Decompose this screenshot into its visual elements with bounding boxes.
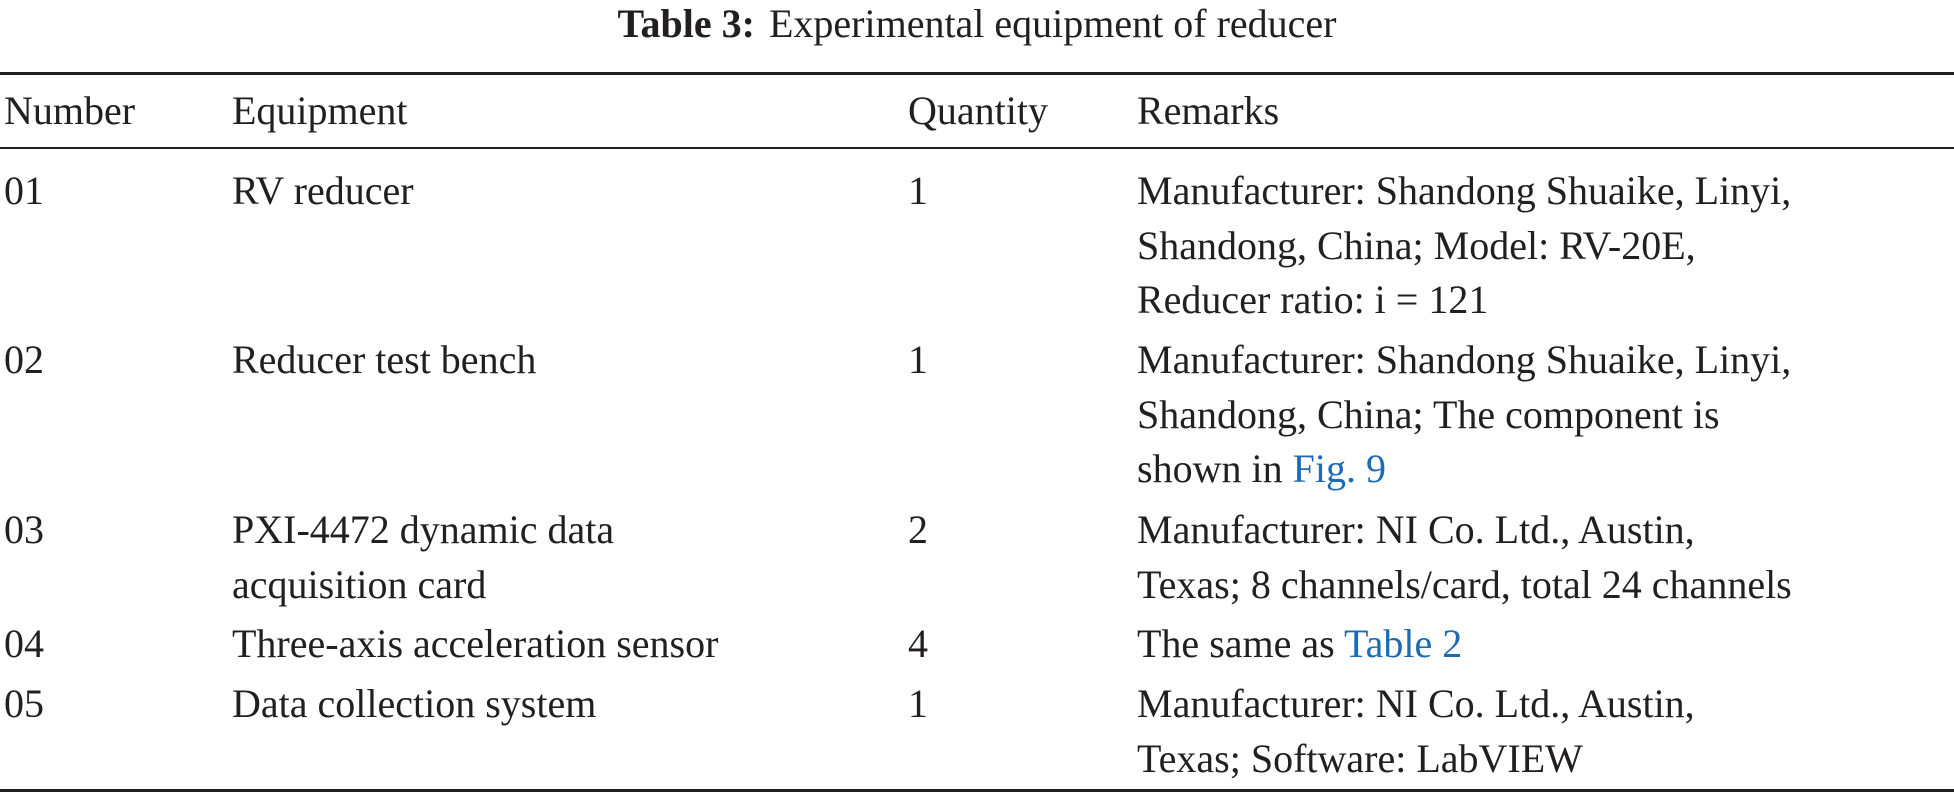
row-03-remarks-line-2: Texas; 8 channels/card, total 24 channel… [1137, 561, 1792, 607]
row-02-remarks-line-3-text: shown in [1137, 446, 1293, 491]
row-02-equipment: Reducer test bench [232, 333, 536, 388]
table-caption-text: Experimental equipment of reducer [768, 1, 1337, 46]
row-03-remarks-line-1: Manufacturer: NI Co. Ltd., Austin, [1137, 507, 1695, 552]
row-02-quantity: 1 [908, 337, 928, 382]
row-02-remarks-line-2: Shandong, China; The component is [1137, 391, 1720, 437]
row-04-remarks-line-1: The same as Table 2 [1137, 617, 1462, 672]
row-04-equipment-line: Three-axis acceleration sensor [232, 621, 719, 666]
row-04-equipment: Three-axis acceleration sensor [232, 617, 718, 672]
row-05-quantity: 1 [908, 681, 928, 726]
row-03-equipment-line-2: acquisition card [232, 561, 487, 607]
row-01-remarks-line-3: Reducer ratio: i = 121 [1137, 277, 1489, 322]
row-05-equipment-line: Data collection system [232, 681, 597, 726]
header-equipment: Equipment [232, 88, 408, 133]
table-caption-label: Table 3: [617, 1, 755, 46]
row-03-equipment-line-1: PXI-4472 dynamic data [232, 507, 615, 552]
fig-9-link[interactable]: Fig. 9 [1292, 446, 1386, 491]
row-01-equipment: RV reducer [232, 164, 414, 219]
row-03-number: 03 [4, 507, 44, 552]
row-02-remarks-line-3: shown in Fig. 9 [1137, 442, 1791, 497]
row-05-remarks-line-1: Manufacturer: NI Co. Ltd., Austin, [1137, 681, 1695, 726]
row-01-remarks: Manufacturer: Shandong Shuaike, Linyi, S… [1137, 164, 1791, 328]
row-01-equipment-line: RV reducer [232, 168, 414, 213]
row-04-quantity: 4 [908, 621, 928, 666]
header-number: Number [4, 88, 136, 133]
row-04-remarks-text: The same as [1137, 621, 1344, 666]
table-bottom-rule [0, 789, 1954, 792]
row-05-equipment: Data collection system [232, 677, 596, 732]
row-05-remarks-line-2: Texas; Software: LabVIEW [1137, 735, 1583, 781]
table-header-rule [0, 147, 1954, 149]
row-03-equipment: PXI-4472 dynamic data acquisition card [232, 503, 614, 612]
row-03-remarks: Manufacturer: NI Co. Ltd., Austin, Texas… [1137, 503, 1792, 612]
row-02-number: 02 [4, 337, 44, 382]
table-2-link[interactable]: Table 2 [1343, 621, 1463, 666]
row-01-remarks-line-1: Manufacturer: Shandong Shuaike, Linyi, [1137, 168, 1792, 213]
row-02-remarks: Manufacturer: Shandong Shuaike, Linyi, S… [1137, 333, 1791, 497]
row-03-quantity: 2 [908, 507, 928, 552]
table-caption: Table 3: Experimental equipment of reduce… [0, 0, 1954, 48]
row-05-remarks: Manufacturer: NI Co. Ltd., Austin, Texas… [1137, 677, 1695, 786]
row-01-number: 01 [4, 168, 44, 213]
row-04-remarks: The same as Table 2 [1137, 617, 1462, 672]
row-02-remarks-line-1: Manufacturer: Shandong Shuaike, Linyi, [1137, 337, 1792, 382]
table-top-rule [0, 72, 1954, 75]
row-01-quantity: 1 [908, 168, 928, 213]
row-04-number: 04 [4, 621, 44, 666]
row-05-number: 05 [4, 681, 44, 726]
row-02-equipment-line: Reducer test bench [232, 337, 537, 382]
header-remarks: Remarks [1137, 88, 1280, 133]
header-quantity: Quantity [908, 88, 1048, 133]
row-01-remarks-line-2: Shandong, China; Model: RV-20E, [1137, 222, 1696, 268]
